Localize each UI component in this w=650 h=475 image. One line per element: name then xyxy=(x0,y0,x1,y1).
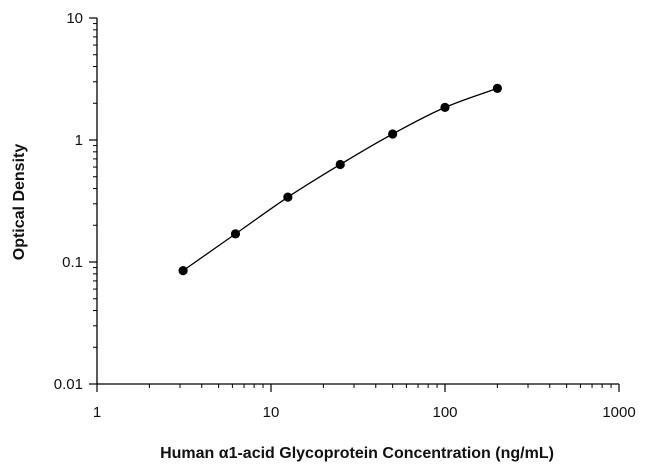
fit-curve-group xyxy=(182,87,498,272)
data-point xyxy=(492,83,502,93)
y-tick-label: 0.1 xyxy=(62,254,83,271)
data-point xyxy=(440,102,450,113)
fit-curve xyxy=(182,87,498,272)
data-point xyxy=(283,192,293,202)
y-axis-title: Optical Density xyxy=(11,144,28,261)
x-tick-label: 1 xyxy=(93,404,101,421)
y-tick-label: 0.01 xyxy=(54,376,83,393)
x-tick-label: 100 xyxy=(432,404,457,421)
data-point xyxy=(335,159,345,170)
axes xyxy=(96,18,619,385)
data-point xyxy=(230,229,241,239)
y-tick-label: 1 xyxy=(75,132,83,149)
x-tick-label: 1000 xyxy=(602,404,635,421)
data-point xyxy=(388,129,398,139)
data-points xyxy=(178,83,502,276)
y-tick-label: 10 xyxy=(66,10,83,27)
x-tick-label: 10 xyxy=(263,404,280,421)
ticks: 0.01 0.1 1 10 1 10 100 1000 xyxy=(54,10,636,421)
x-axis-title: Human α1-acid Glycoprotein Concentration… xyxy=(160,445,554,462)
data-point xyxy=(178,266,188,276)
